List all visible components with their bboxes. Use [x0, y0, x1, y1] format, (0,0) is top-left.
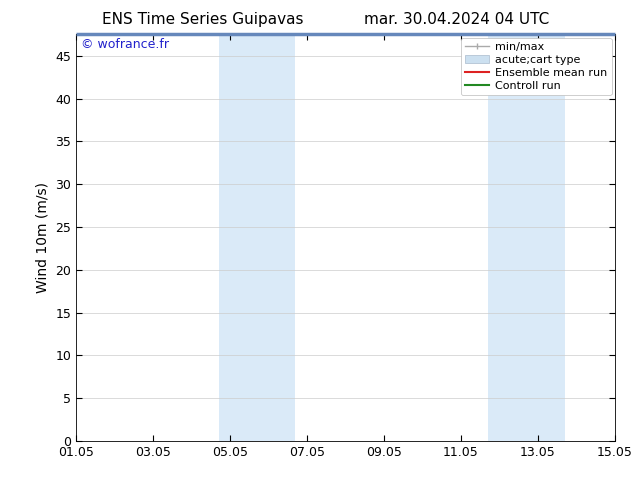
Text: © wofrance.fr: © wofrance.fr — [81, 38, 169, 51]
Text: mar. 30.04.2024 04 UTC: mar. 30.04.2024 04 UTC — [364, 12, 549, 27]
Bar — [219, 34, 295, 441]
Y-axis label: Wind 10m (m/s): Wind 10m (m/s) — [36, 182, 50, 293]
Legend: min/max, acute;cart type, Ensemble mean run, Controll run: min/max, acute;cart type, Ensemble mean … — [460, 38, 612, 95]
Text: ENS Time Series Guipavas: ENS Time Series Guipavas — [102, 12, 304, 27]
Bar — [488, 34, 565, 441]
